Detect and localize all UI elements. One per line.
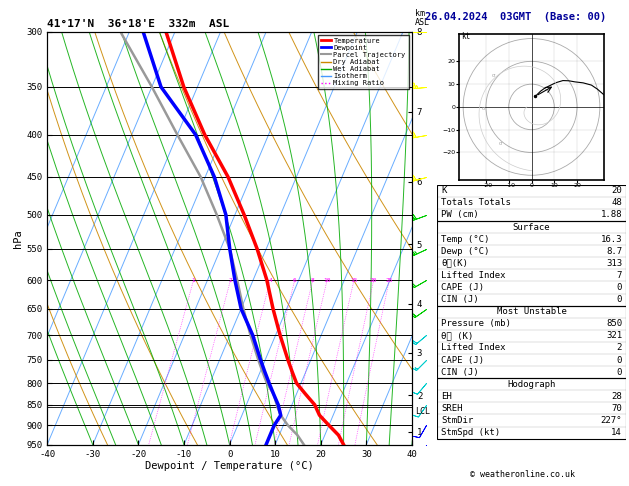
Text: StmSpd (kt): StmSpd (kt) (441, 428, 500, 437)
Text: 313: 313 (606, 259, 622, 268)
Text: CAPE (J): CAPE (J) (441, 283, 484, 292)
Text: 10: 10 (323, 278, 331, 283)
Text: km
ASL: km ASL (415, 9, 430, 27)
Text: 70: 70 (611, 404, 622, 413)
Text: 6: 6 (293, 278, 297, 283)
Text: σ: σ (491, 73, 495, 78)
Text: StmDir: StmDir (441, 416, 473, 425)
Text: CIN (J): CIN (J) (441, 367, 479, 377)
Bar (437, 221, 626, 306)
Text: Lifted Index: Lifted Index (441, 344, 506, 352)
Bar (437, 185, 626, 221)
Bar (437, 378, 626, 439)
Legend: Temperature, Dewpoint, Parcel Trajectory, Dry Adiabat, Wet Adiabat, Isotherm, Mi: Temperature, Dewpoint, Parcel Trajectory… (318, 35, 408, 89)
Text: 4: 4 (269, 278, 272, 283)
Text: σ: σ (499, 141, 502, 146)
Text: Surface: Surface (513, 223, 550, 231)
Text: 48: 48 (611, 198, 622, 208)
Text: 2: 2 (229, 278, 232, 283)
Text: 7: 7 (616, 271, 622, 280)
X-axis label: Dewpoint / Temperature (°C): Dewpoint / Temperature (°C) (145, 461, 314, 471)
Text: 25: 25 (386, 278, 393, 283)
Text: SREH: SREH (441, 404, 462, 413)
Text: PW (cm): PW (cm) (441, 210, 479, 219)
Text: θᴄ (K): θᴄ (K) (441, 331, 473, 340)
Text: 0: 0 (616, 367, 622, 377)
Text: © weatheronline.co.uk: © weatheronline.co.uk (470, 469, 574, 479)
Text: 1.88: 1.88 (601, 210, 622, 219)
Text: Hodograph: Hodograph (508, 380, 555, 389)
Text: 15: 15 (350, 278, 358, 283)
Text: 14: 14 (611, 428, 622, 437)
Text: Most Unstable: Most Unstable (496, 307, 567, 316)
Text: 26.04.2024  03GMT  (Base: 00): 26.04.2024 03GMT (Base: 00) (425, 12, 606, 22)
Text: 850: 850 (606, 319, 622, 328)
Text: kt: kt (461, 32, 470, 40)
Text: 41°17'N  36°18'E  332m  ASL: 41°17'N 36°18'E 332m ASL (47, 19, 230, 30)
Text: 227°: 227° (601, 416, 622, 425)
Text: EH: EH (441, 392, 452, 401)
Text: 0: 0 (616, 295, 622, 304)
Text: CAPE (J): CAPE (J) (441, 356, 484, 364)
Bar (437, 306, 626, 378)
Text: K: K (441, 186, 447, 195)
Text: 8: 8 (311, 278, 314, 283)
Text: 1: 1 (192, 278, 196, 283)
Text: σ: σ (481, 106, 485, 111)
Y-axis label: hPa: hPa (13, 229, 23, 247)
Text: Lifted Index: Lifted Index (441, 271, 506, 280)
Text: Pressure (mb): Pressure (mb) (441, 319, 511, 328)
Text: 16.3: 16.3 (601, 235, 622, 243)
Text: 0: 0 (616, 356, 622, 364)
Text: θᴄ(K): θᴄ(K) (441, 259, 468, 268)
Text: LCL: LCL (415, 407, 430, 417)
Text: 0: 0 (616, 283, 622, 292)
Text: Totals Totals: Totals Totals (441, 198, 511, 208)
Text: 321: 321 (606, 331, 622, 340)
Text: 2: 2 (616, 344, 622, 352)
Text: 20: 20 (370, 278, 377, 283)
Text: Temp (°C): Temp (°C) (441, 235, 489, 243)
Text: Dewp (°C): Dewp (°C) (441, 247, 489, 256)
Text: 8.7: 8.7 (606, 247, 622, 256)
Text: 20: 20 (611, 186, 622, 195)
Text: CIN (J): CIN (J) (441, 295, 479, 304)
Text: 28: 28 (611, 392, 622, 401)
